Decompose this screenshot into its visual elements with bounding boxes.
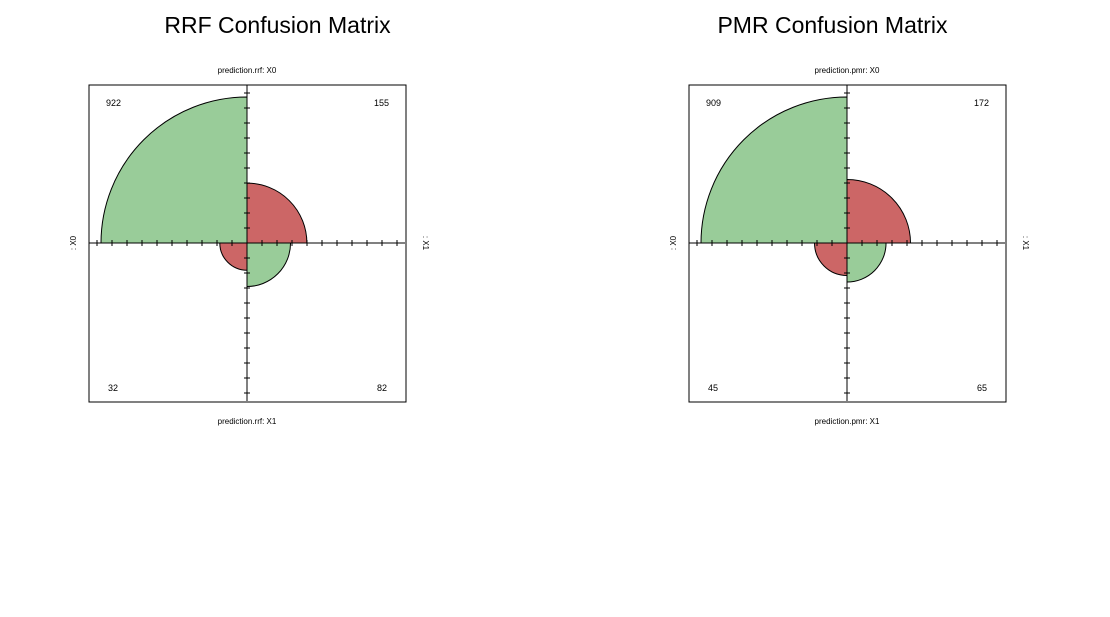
chart-title: PMR Confusion Matrix [717, 12, 948, 38]
quarter-bottom-left [814, 242, 848, 276]
fourfold-plot-rrf: prediction.rrf: X0 prediction.rrf: X1 : … [69, 66, 430, 426]
count-top-left: 922 [106, 98, 121, 108]
chart-title: RRF Confusion Matrix [164, 12, 391, 38]
chart-panel-rrf: RRF Confusion Matrix prediction.rrf: X0 … [69, 12, 430, 426]
chart-panel-pmr: PMR Confusion Matrix prediction.pmr: X0 … [555, 0, 1110, 617]
fourfold-plot-pmr: prediction.pmr: X0 prediction.pmr: X1 : … [669, 66, 1030, 426]
quarter-top-right [846, 178, 912, 244]
quarter-top-right [246, 182, 308, 244]
axes-group [89, 85, 405, 401]
label-left: : X0 [69, 235, 78, 250]
label-top: prediction.rrf: X0 [218, 66, 277, 75]
count-top-right: 155 [374, 98, 389, 108]
quarter-bottom-left [219, 242, 248, 271]
quarter-top-left [700, 96, 848, 244]
count-top-right: 172 [974, 98, 989, 108]
quarter-top-left [100, 96, 248, 244]
quarter-bottom-right [246, 242, 292, 288]
count-top-left: 909 [706, 98, 721, 108]
count-bottom-left: 45 [708, 383, 718, 393]
label-left: : X0 [669, 235, 678, 250]
label-right: : X1 [421, 236, 430, 251]
count-bottom-right: 82 [377, 383, 387, 393]
quarter-group [100, 96, 308, 288]
label-top: prediction.pmr: X0 [815, 66, 880, 75]
count-bottom-left: 32 [108, 383, 118, 393]
quarter-bottom-right [846, 242, 887, 283]
quarter-group [700, 96, 912, 283]
label-bottom: prediction.pmr: X1 [815, 417, 880, 426]
axes-group [689, 85, 1005, 401]
label-right: : X1 [1021, 236, 1030, 251]
label-bottom: prediction.rrf: X1 [218, 417, 277, 426]
count-bottom-right: 65 [977, 383, 987, 393]
